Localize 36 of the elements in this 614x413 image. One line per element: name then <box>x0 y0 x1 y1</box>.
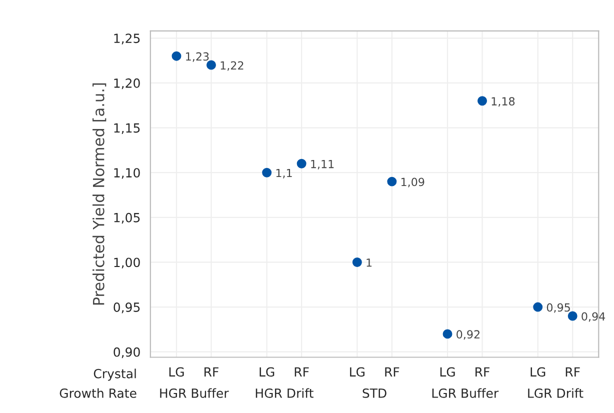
y-tick-label: 1,25 <box>114 34 140 44</box>
data-label: 1,1 <box>276 168 292 178</box>
text: LGR Buffer <box>432 388 499 398</box>
x-tick-label: LG <box>169 367 184 377</box>
x-tick-label: RF <box>294 367 309 376</box>
y-tick-label: 0,90 <box>114 347 140 358</box>
text: Growth Rate <box>60 388 136 398</box>
x-tick-label: LG <box>530 367 546 377</box>
x-tick-label: RF <box>476 367 490 376</box>
y-axis-title: Predicted Yield Normed [a.u.] <box>92 83 106 305</box>
y-tick-label: 1,15 <box>114 123 140 134</box>
data-label: 0,94 <box>582 312 606 322</box>
y-tick-label: 1,00 <box>114 258 140 268</box>
x-tick-label: LG <box>260 367 274 377</box>
x-tick-label: LG <box>440 367 455 377</box>
x-tick-label: LG <box>350 367 364 377</box>
text: HGR Drift <box>256 388 314 398</box>
text: LGR Drift <box>528 388 584 398</box>
text: STD <box>362 388 386 398</box>
data-label: 1,22 <box>220 61 244 71</box>
x-tick-label: RF <box>566 367 580 376</box>
y-tick-label: 1,10 <box>114 168 140 179</box>
data-label: 1,09 <box>401 178 424 188</box>
data-label: 0,92 <box>456 330 480 340</box>
text: HGR Buffer <box>160 388 229 398</box>
y-tick-label: 0,95 <box>114 302 140 314</box>
data-label: 1,23 <box>186 52 209 62</box>
x-tick-label: RF <box>204 367 218 376</box>
data-label: 1,11 <box>311 160 334 170</box>
data-label: 1,18 <box>492 97 515 107</box>
y-tick-label: 1,05 <box>114 212 140 224</box>
data-label: 1 <box>366 258 372 267</box>
text: Crystal <box>94 368 136 381</box>
y-tick-label: 1,20 <box>114 78 140 90</box>
data-label: 0,95 <box>546 303 570 313</box>
x-tick-label: RF <box>385 367 400 376</box>
